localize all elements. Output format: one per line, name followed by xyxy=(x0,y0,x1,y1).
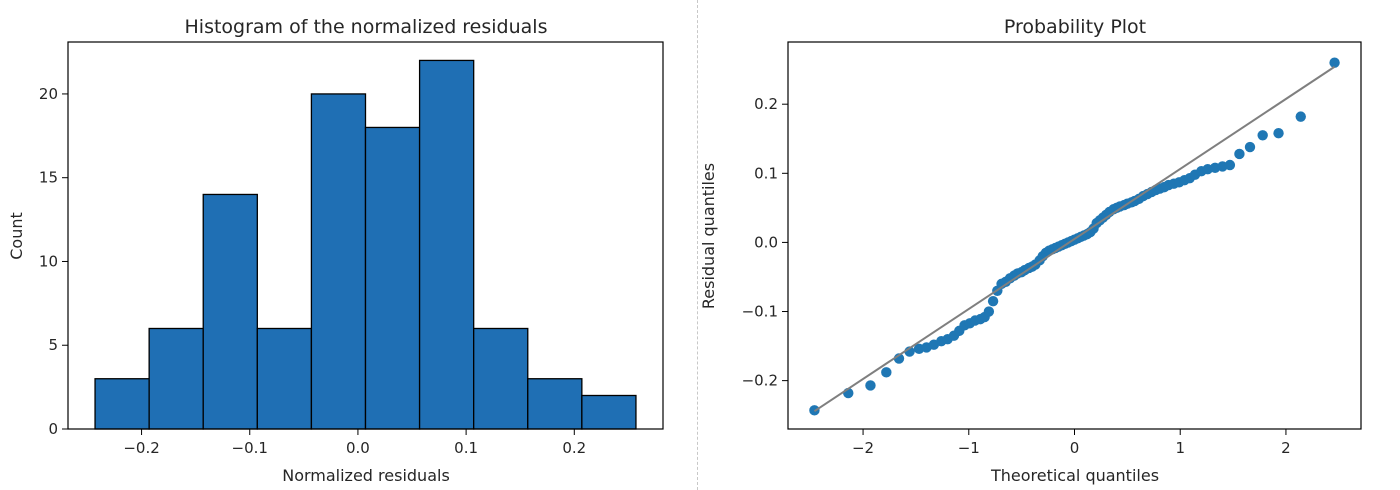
hist-y-tick-label: 10 xyxy=(39,252,58,270)
histogram-title: Histogram of the normalized residuals xyxy=(185,16,548,38)
probability-point xyxy=(1234,148,1245,160)
probability-plot-title: Probability Plot xyxy=(1004,16,1146,38)
histogram-bar xyxy=(364,126,421,430)
histogram-bar xyxy=(256,327,313,430)
hist-x-tick-label: −0.2 xyxy=(123,439,159,457)
probability-points xyxy=(809,57,1340,416)
hist-y-tick-label: 15 xyxy=(39,169,58,187)
probability-point xyxy=(1257,130,1268,141)
probability-point xyxy=(1273,128,1284,139)
panel-divider xyxy=(697,0,698,490)
hist-y-tick-label: 5 xyxy=(48,336,58,354)
histogram-bars xyxy=(94,59,637,430)
histogram-bar xyxy=(473,327,529,430)
histogram-y-label: Count xyxy=(7,212,26,260)
histogram-bar xyxy=(581,394,637,430)
histogram-bar xyxy=(148,327,204,430)
probability-point xyxy=(865,380,876,391)
prob-y-tick-label: 0.1 xyxy=(754,164,778,182)
prob-x-tick-label: 1 xyxy=(1175,439,1185,457)
probability-x-label: Theoretical quantiles xyxy=(990,466,1159,485)
hist-x-tick-label: 0.2 xyxy=(562,439,586,457)
fit-line xyxy=(813,65,1336,413)
histogram-x-ticks: −0.2 −0.1 0.0 0.1 0.2 xyxy=(123,429,586,457)
histogram-frame xyxy=(67,41,664,430)
hist-y-tick-label: 0 xyxy=(48,420,58,438)
prob-y-tick-label: 0.0 xyxy=(754,233,778,251)
histogram-bar xyxy=(94,378,150,430)
histogram-x-label: Normalized residuals xyxy=(282,466,450,485)
histogram-bar xyxy=(202,193,258,430)
probability-point xyxy=(1329,57,1340,68)
probability-point xyxy=(1224,159,1236,171)
probability-point xyxy=(1295,111,1306,122)
hist-x-tick-label: −0.1 xyxy=(232,439,268,457)
histogram-y-ticks: 0 5 10 15 20 xyxy=(39,85,68,438)
prob-y-tick-label: 0.2 xyxy=(754,95,778,113)
histogram-bar xyxy=(310,93,367,430)
prob-x-tick-label: 2 xyxy=(1281,439,1291,457)
probability-y-label: Residual quantiles xyxy=(699,163,718,309)
probability-point xyxy=(983,306,995,317)
histogram-panel: Histogram of the normalized residuals −0… xyxy=(7,16,664,485)
probability-plot-panel: Probability Plot −2 −1 0 1 2 −0.2 −0.1 0.0 0.1 0… xyxy=(699,16,1362,485)
probability-point xyxy=(987,295,999,307)
probability-point xyxy=(1244,141,1256,153)
probability-y-ticks: −0.2 −0.1 0.0 0.1 0.2 xyxy=(742,95,788,390)
hist-x-tick-label: 0.1 xyxy=(454,439,478,457)
probability-point xyxy=(881,367,892,378)
prob-x-tick-label: −1 xyxy=(958,439,980,457)
hist-x-tick-label: 0.0 xyxy=(346,439,370,457)
histogram-bar xyxy=(418,59,475,430)
probability-x-ticks: −2 −1 0 1 2 xyxy=(852,429,1291,457)
hist-y-tick-label: 20 xyxy=(39,85,58,103)
prob-y-tick-label: −0.1 xyxy=(742,303,778,321)
prob-x-tick-label: 0 xyxy=(1070,439,1080,457)
prob-x-tick-label: −2 xyxy=(852,439,874,457)
histogram-bar xyxy=(527,378,583,430)
prob-y-tick-label: −0.2 xyxy=(742,372,778,390)
